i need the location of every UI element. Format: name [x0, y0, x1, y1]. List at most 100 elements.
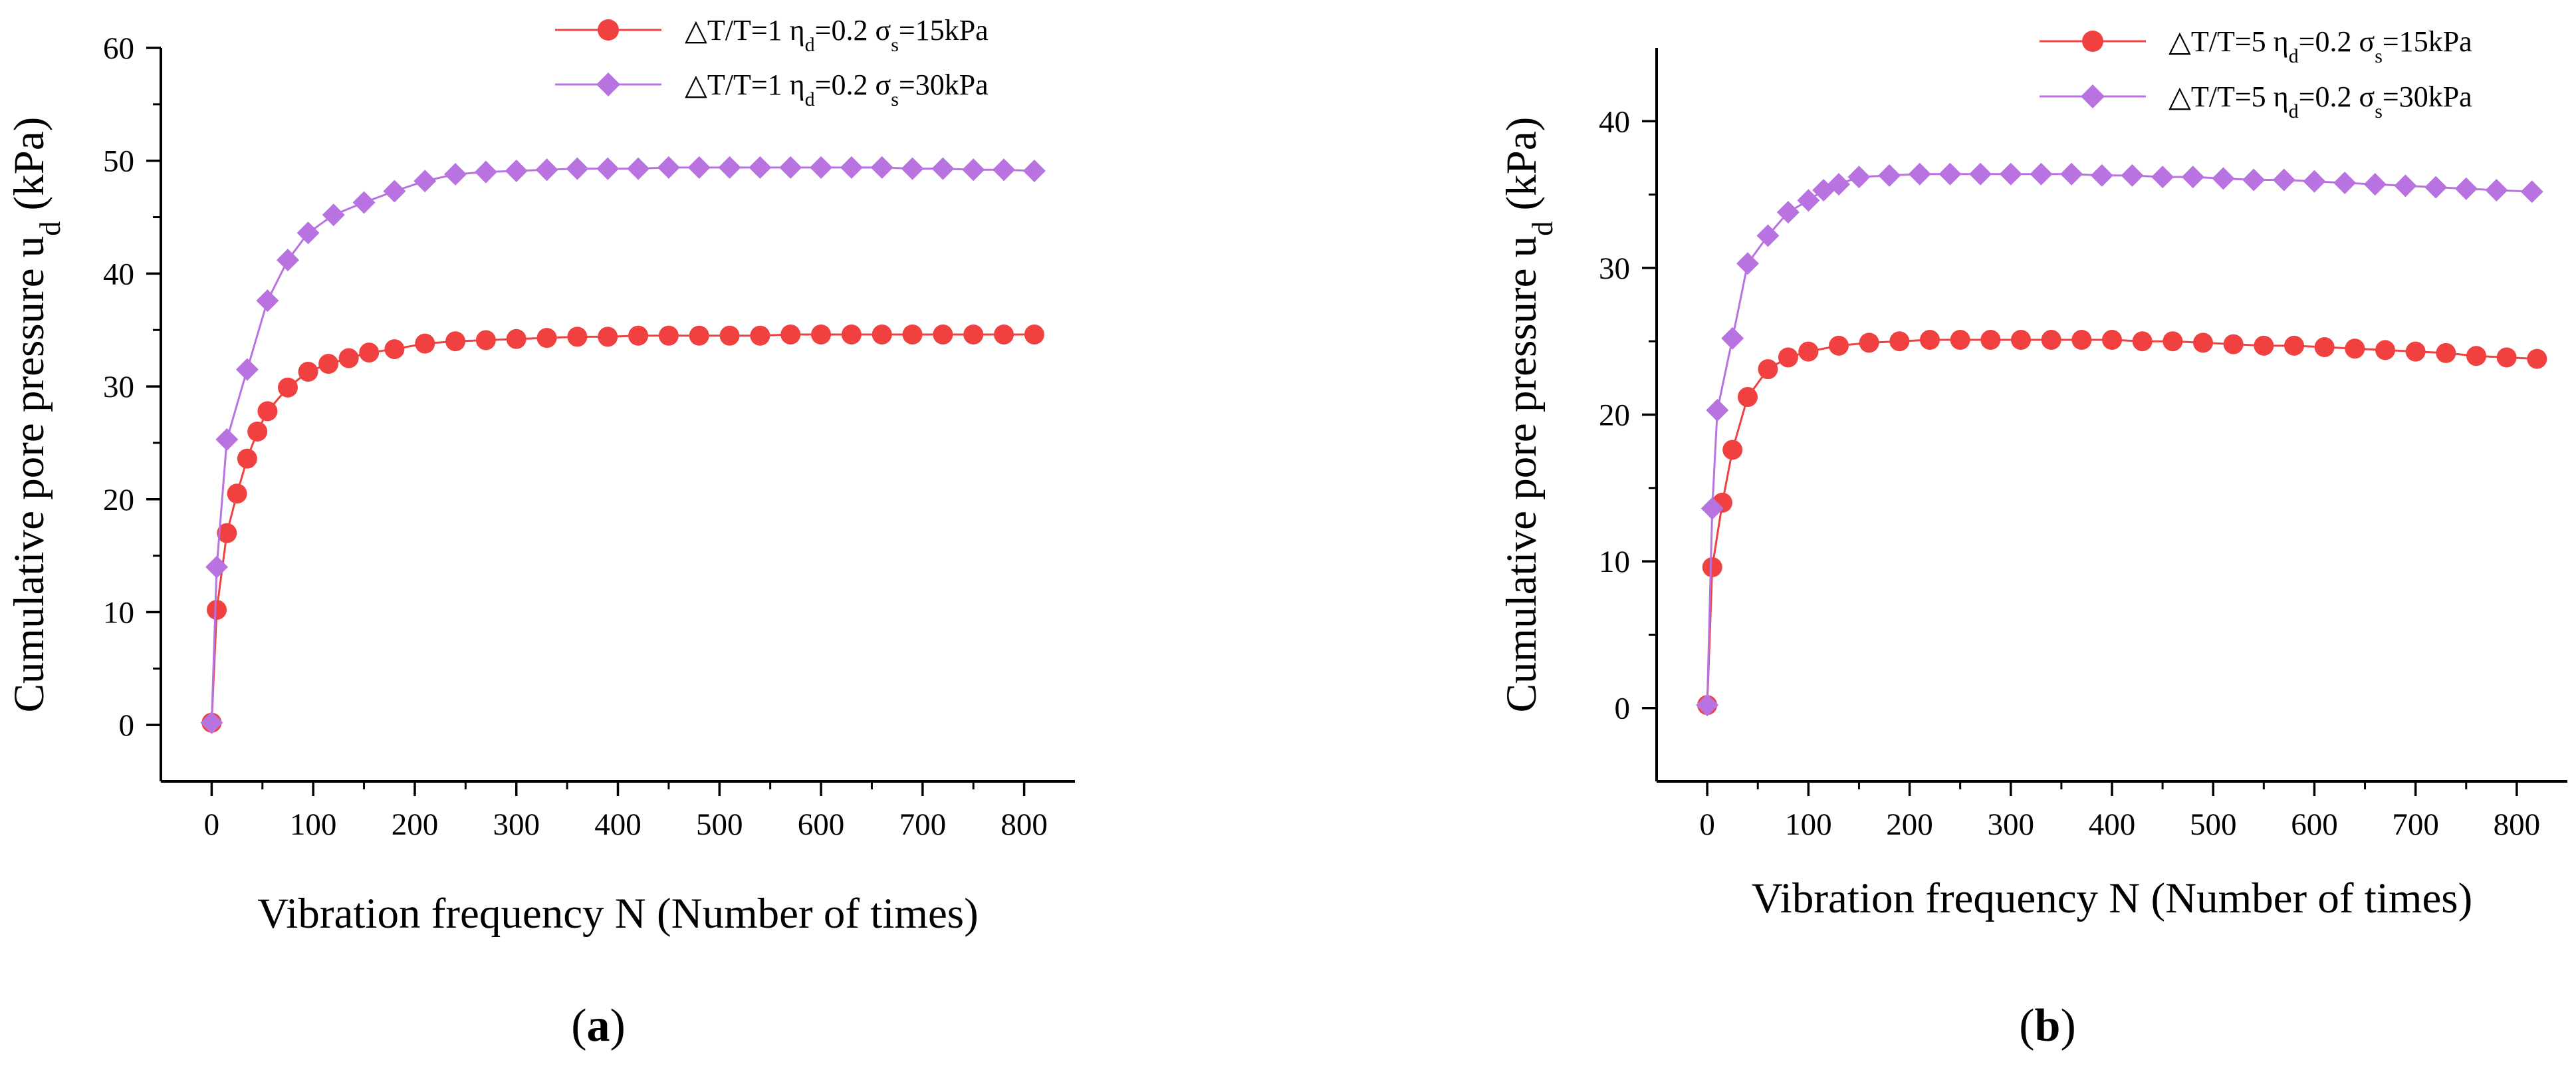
- legend-label-part: =15kPa: [2383, 25, 2472, 58]
- data-point: [1859, 333, 1879, 353]
- data-point: [474, 160, 497, 184]
- data-point: [628, 325, 649, 346]
- data-point: [2496, 347, 2517, 368]
- data-point: [1722, 440, 1743, 460]
- data-point: [1706, 398, 1729, 422]
- legend-label-subscript: d: [805, 88, 815, 110]
- data-point: [1878, 164, 1901, 187]
- data-point: [2424, 176, 2448, 199]
- data-point: [810, 156, 833, 179]
- panel-label-letter: a: [587, 1000, 610, 1051]
- panel-label-close: ): [2060, 1000, 2075, 1051]
- legend-marker: [2082, 31, 2103, 52]
- y-tick-label: 60: [103, 31, 134, 66]
- y-tick-label: 10: [103, 595, 134, 630]
- data-point: [298, 362, 318, 382]
- legend-label-part: =0.2 σ: [2299, 25, 2375, 58]
- data-point: [2405, 341, 2426, 362]
- data-point: [780, 325, 801, 345]
- data-point: [1950, 329, 1970, 350]
- data-point: [2254, 335, 2274, 356]
- data-point: [217, 523, 237, 543]
- data-point: [1756, 224, 1780, 247]
- legend-entry-1: △T/T=5 ηd=0.2 σs=15kPa: [2040, 25, 2472, 67]
- y-axis-title-unit: (kPa): [1498, 117, 1546, 221]
- legend-label-part: =0.2 σ: [2299, 80, 2375, 113]
- data-point: [2363, 173, 2387, 196]
- legend-label-subscript: d: [805, 34, 815, 56]
- data-point: [872, 325, 892, 345]
- legend-label: △T/T=5 ηd=0.2 σs=15kPa: [2168, 25, 2472, 67]
- y-axis-title: Cumulative pore pressure ud (kPa): [1498, 117, 1559, 713]
- panel-label-letter: b: [2035, 1000, 2061, 1051]
- data-point: [963, 325, 984, 345]
- y-tick-label: 10: [1599, 545, 1630, 579]
- data-point: [535, 158, 558, 182]
- data-point: [718, 156, 741, 179]
- data-point: [993, 158, 1016, 182]
- data-point: [2466, 346, 2486, 366]
- data-point: [2242, 168, 2266, 192]
- data-point: [2041, 329, 2061, 350]
- series-line: [210, 333, 1034, 723]
- legend-label-part: =30kPa: [2383, 80, 2472, 113]
- data-point: [1980, 329, 2001, 350]
- legend-entry-2: △T/T=5 ηd=0.2 σs=30kPa: [2040, 80, 2472, 122]
- legend-label-subscript: d: [2289, 45, 2299, 67]
- data-point: [1736, 252, 1759, 275]
- data-point: [227, 483, 247, 504]
- data-point: [902, 325, 923, 345]
- data-point: [567, 327, 588, 347]
- y-tick-label: 0: [119, 708, 135, 743]
- legend-label: △T/T=5 ηd=0.2 σs=30kPa: [2168, 80, 2472, 122]
- data-point: [1696, 694, 1719, 717]
- y-tick-label: 40: [1599, 104, 1630, 139]
- x-tick-label: 200: [392, 807, 439, 842]
- data-point: [687, 156, 711, 179]
- data-point: [276, 249, 299, 272]
- y-tick-label: 0: [1615, 692, 1631, 726]
- x-tick-label: 0: [204, 807, 220, 842]
- data-point: [2181, 166, 2204, 189]
- y-axis-title-subscript: d: [34, 221, 66, 236]
- legend-label-subscript: s: [2375, 45, 2383, 67]
- series-2: [200, 156, 1046, 734]
- y-axis-title-subscript: d: [1526, 221, 1559, 236]
- data-point: [931, 157, 955, 180]
- data-point: [2436, 342, 2456, 363]
- legend-label-part: △T/T=5 η: [2168, 80, 2289, 113]
- data-point: [237, 448, 257, 469]
- x-tick-label: 700: [899, 807, 947, 842]
- data-point: [2314, 337, 2335, 358]
- legend-entry-2: △T/T=1 ηd=0.2 σs=30kPa: [555, 68, 989, 110]
- data-point: [2345, 338, 2365, 359]
- series-line: [210, 166, 1034, 723]
- x-tick-label: 100: [1785, 807, 1832, 842]
- series-2: [1696, 162, 2543, 717]
- panel-label-open: (: [571, 1000, 586, 1051]
- data-point: [1999, 162, 2022, 186]
- data-point: [596, 157, 620, 180]
- data-point: [2454, 177, 2478, 200]
- data-point: [2121, 164, 2144, 187]
- legend-label-subscript: s: [891, 88, 899, 110]
- y-tick-label: 50: [103, 144, 134, 179]
- data-point: [1847, 166, 1871, 189]
- data-point: [215, 428, 239, 451]
- data-point: [657, 156, 680, 179]
- data-point: [200, 711, 223, 734]
- data-point: [841, 325, 862, 345]
- data-point: [322, 203, 345, 227]
- data-point: [318, 354, 339, 374]
- x-tick-label: 600: [2291, 807, 2338, 842]
- legend-marker: [596, 72, 620, 96]
- data-point: [247, 421, 268, 442]
- data-point: [1969, 162, 1992, 186]
- data-point: [1778, 347, 1798, 368]
- data-point: [2527, 348, 2547, 369]
- data-point: [475, 330, 496, 350]
- data-point: [2212, 167, 2235, 190]
- data-point: [2520, 180, 2543, 203]
- data-point: [933, 325, 953, 345]
